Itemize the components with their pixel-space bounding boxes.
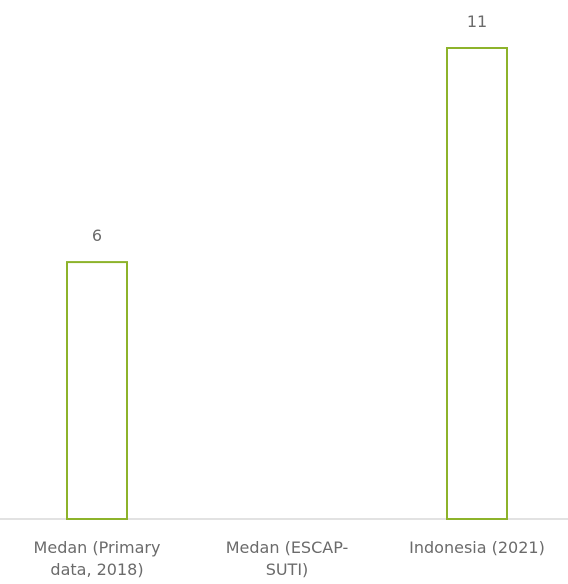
- category-label-line: Medan (ESCAP-: [225, 538, 349, 557]
- bar-2: [446, 47, 508, 520]
- value-label-2: 11: [466, 12, 488, 31]
- bar-0: [66, 261, 128, 520]
- value-label-0: 6: [91, 226, 103, 246]
- category-label-line: SUTI): [265, 560, 309, 579]
- category-label-line: Medan (Primary: [33, 538, 161, 557]
- category-label-2: Indonesia (2021): [387, 537, 567, 559]
- category-label-0: Medan (Primary data, 2018): [7, 537, 187, 581]
- category-label-line: data, 2018): [50, 560, 144, 579]
- category-label-1: Medan (ESCAP- SUTI): [197, 537, 377, 581]
- category-label-line: Indonesia (2021): [409, 538, 545, 557]
